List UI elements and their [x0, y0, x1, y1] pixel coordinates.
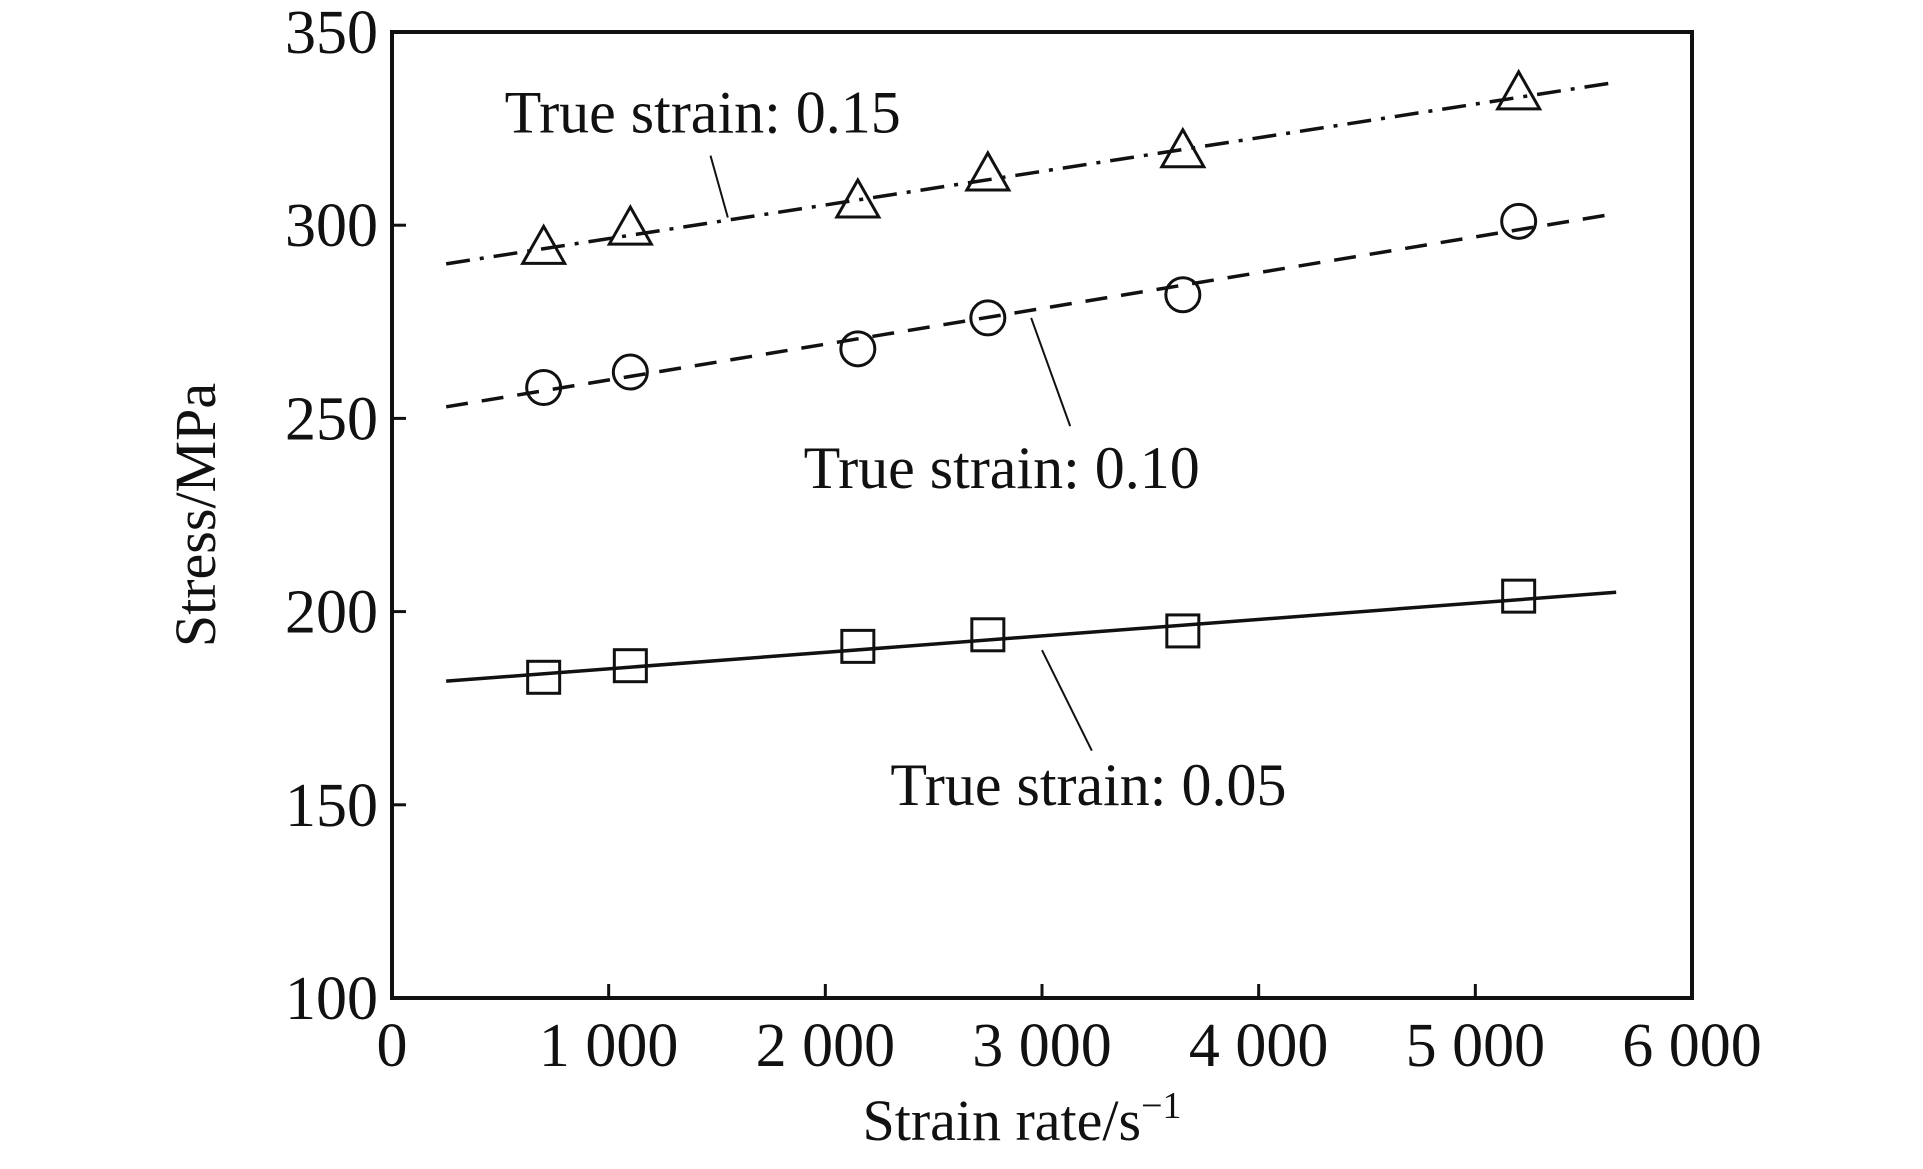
- y-tick-label: 200: [285, 579, 378, 647]
- fit-line-circle: [445, 211, 1617, 409]
- y-tick-label: 350: [285, 0, 378, 67]
- y-tick-label: 300: [285, 192, 378, 260]
- data-point-triangle: [964, 149, 1012, 192]
- data-point-square: [1501, 578, 1537, 614]
- data-point-circle: [839, 330, 877, 368]
- data-point-circle: [611, 353, 649, 391]
- annotation-pointer: [1030, 317, 1072, 427]
- x-tick-label: 2 000: [756, 1012, 896, 1080]
- data-point-circle: [969, 299, 1007, 337]
- plot-content: [445, 68, 1617, 695]
- data-point-triangle: [1495, 68, 1543, 111]
- data-point-square: [970, 617, 1006, 653]
- data-point-circle: [525, 368, 563, 406]
- data-point-triangle: [834, 176, 882, 219]
- data-point-square: [1165, 613, 1201, 649]
- data-point-triangle: [1159, 126, 1207, 169]
- x-axis-title: Strain rate/s−1: [862, 1085, 1181, 1153]
- annotation-label: True strain: 0.10: [804, 435, 1200, 501]
- y-tick-label: 250: [285, 385, 378, 453]
- annotations: True strain: 0.05 True strain: 0.10 True s…: [505, 79, 1287, 817]
- fit-line-square: [446, 590, 1617, 683]
- data-point-square: [840, 628, 876, 664]
- y-axis: 100 150 200 250 300 350: [285, 0, 406, 1033]
- annotation-pointer: [709, 155, 729, 218]
- data-point-square: [612, 648, 648, 684]
- data-point-square: [526, 659, 562, 695]
- y-tick-label: 150: [285, 772, 378, 840]
- data-point-triangle: [606, 204, 654, 246]
- x-tick-label: 5 000: [1406, 1012, 1546, 1080]
- y-tick-label: 100: [285, 965, 378, 1033]
- x-axis-title-main: Strain rate/s: [862, 1088, 1141, 1153]
- x-tick-label: 3 000: [972, 1012, 1112, 1080]
- x-axis-title-exponent: −1: [1141, 1085, 1181, 1127]
- x-axis: 0 1 000 2 000 3 000 4 000 5 000 6 000: [377, 984, 1762, 1080]
- x-tick-label: 6 000: [1622, 1012, 1762, 1080]
- data-point-circle: [1500, 202, 1538, 240]
- x-tick-label: 4 000: [1189, 1012, 1329, 1080]
- data-point-circle: [1164, 276, 1202, 314]
- fit-line-triangle: [445, 80, 1617, 266]
- annotation-pointer: [1041, 649, 1093, 752]
- annotation-label: True strain: 0.15: [505, 79, 901, 145]
- data-point-triangle: [520, 223, 568, 265]
- x-tick-label: 0: [377, 1012, 408, 1080]
- y-axis-title: Stress/MPa: [163, 383, 228, 647]
- x-tick-label: 1 000: [539, 1012, 679, 1080]
- annotation-label: True strain: 0.05: [890, 752, 1286, 818]
